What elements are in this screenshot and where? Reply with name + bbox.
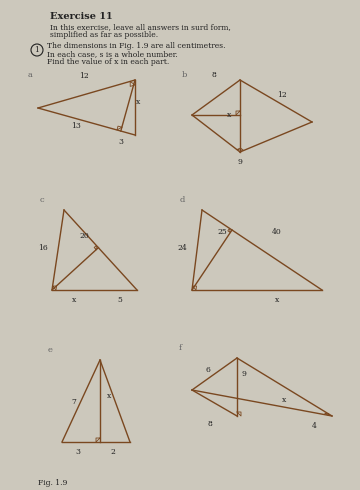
Text: a: a: [28, 71, 32, 79]
Text: 4: 4: [311, 422, 316, 430]
Text: x: x: [72, 296, 76, 304]
Text: Exercise 11: Exercise 11: [50, 12, 113, 21]
Text: simplified as far as possible.: simplified as far as possible.: [50, 31, 158, 39]
Text: 2: 2: [111, 448, 116, 456]
Text: x: x: [282, 396, 286, 404]
Text: d: d: [179, 196, 185, 204]
Text: 3: 3: [76, 448, 81, 456]
Text: 12: 12: [79, 72, 89, 80]
Text: 8: 8: [212, 71, 216, 79]
Text: 8: 8: [208, 420, 212, 428]
Text: x: x: [107, 392, 111, 400]
Text: 9: 9: [242, 370, 247, 378]
Text: 9: 9: [238, 158, 242, 166]
Text: 25: 25: [217, 228, 227, 236]
Text: 1: 1: [35, 46, 40, 54]
Text: 12: 12: [277, 91, 287, 99]
Text: x: x: [136, 98, 140, 106]
Text: 13: 13: [71, 122, 81, 130]
Text: Find the value of x in each part.: Find the value of x in each part.: [47, 58, 169, 66]
Text: 16: 16: [38, 244, 48, 252]
Text: 7: 7: [72, 398, 76, 406]
Text: 3: 3: [118, 138, 123, 146]
Text: 40: 40: [272, 228, 282, 236]
Text: e: e: [48, 346, 53, 354]
Text: c: c: [40, 196, 44, 204]
Text: 6: 6: [206, 366, 211, 374]
Text: 24: 24: [177, 244, 187, 252]
Text: x: x: [275, 296, 279, 304]
Text: The dimensions in Fig. 1.9 are all centimetres.: The dimensions in Fig. 1.9 are all centi…: [47, 42, 225, 50]
Text: x: x: [227, 111, 231, 119]
Text: In this exercise, leave all answers in surd form,: In this exercise, leave all answers in s…: [50, 23, 231, 31]
Text: Fig. 1.9: Fig. 1.9: [38, 479, 67, 487]
Text: In each case, s is a whole number.: In each case, s is a whole number.: [47, 50, 178, 58]
Text: 20: 20: [79, 232, 89, 240]
Text: b: b: [181, 71, 187, 79]
Text: f: f: [179, 344, 181, 352]
Text: 5: 5: [118, 296, 122, 304]
